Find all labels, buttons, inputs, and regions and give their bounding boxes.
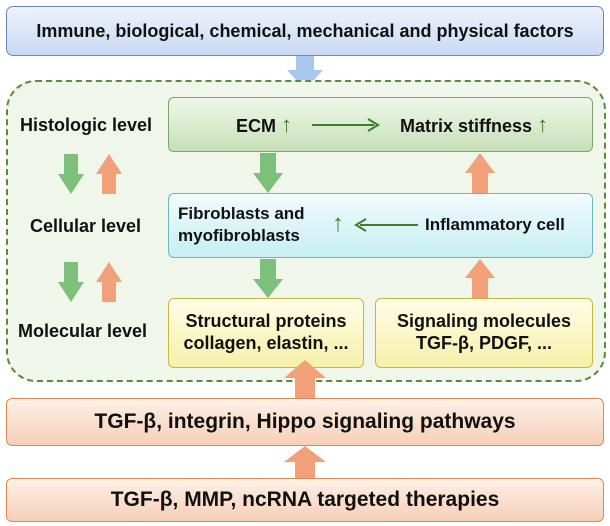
signaling-line2: TGF-β, PDGF, ... (416, 333, 552, 353)
left-down-arrow-icon-2 (58, 262, 84, 302)
ecm-text: ECM (236, 116, 276, 136)
ecm-up-arrow-icon: ↑ (281, 112, 293, 137)
structural-line2: collagen, elastin, ... (183, 333, 349, 353)
matrix-up-arrow-icon: ↑ (537, 112, 549, 137)
structural-line1: Structural proteins (185, 311, 347, 331)
matrix-text: Matrix stiffness (400, 116, 533, 136)
signaling-pathways-box: TGF-β, integrin, Hippo signaling pathway… (6, 398, 604, 446)
signaling-molecules-label: Signaling molecules TGF-β, PDGF, ... (375, 310, 593, 354)
ecm-label: ECM ↑ (236, 112, 292, 138)
fibroblasts-label: Fibroblasts and myofibroblasts (178, 203, 328, 247)
ecm-to-matrix-arrow-icon (312, 118, 380, 132)
factors-text: Immune, biological, chemical, mechanical… (36, 20, 574, 41)
fibroblasts-down-arrow-icon (253, 259, 283, 298)
signaling-molecules-box (375, 298, 593, 368)
histologic-level-label: Histologic level (20, 115, 153, 135)
inflammatory-to-fibroblasts-arrow-icon (354, 218, 418, 232)
therapies-box: TGF-β, MMP, ncRNA targeted therapies (6, 478, 604, 522)
structural-proteins-box (168, 298, 364, 368)
fibroblasts-line1: Fibroblasts and (178, 204, 305, 223)
matrix-label: Matrix stiffness ↑ (400, 112, 548, 138)
ecm-box (168, 97, 593, 152)
pathways-up-arrow-icon (284, 360, 326, 398)
signaling-line1: Signaling molecules (396, 311, 572, 331)
left-up-arrow-icon-2 (96, 262, 122, 302)
signaling-up-arrow-icon (465, 259, 495, 298)
molecular-level-label: Molecular level (18, 321, 148, 341)
therapies-up-arrow-icon (284, 446, 326, 478)
inflammatory-label: Inflammatory cell (425, 215, 565, 234)
therapies-text: TGF-β, MMP, ncRNA targeted therapies (110, 488, 500, 511)
fibroblasts-up-arrow-icon: ↑ (332, 210, 344, 237)
ecm-down-arrow-icon (253, 153, 283, 193)
matrix-up-arrow-icon-2 (465, 153, 495, 193)
factors-box: Immune, biological, chemical, mechanical… (6, 6, 604, 56)
blue-down-arrow-icon (287, 56, 323, 90)
signaling-pathways-text: TGF-β, integrin, Hippo signaling pathway… (94, 410, 516, 433)
fibroblasts-line2: myofibroblasts (178, 226, 300, 245)
cellular-level-label: Cellular level (30, 216, 142, 236)
left-up-arrow-icon (96, 154, 122, 194)
left-down-arrow-icon (58, 154, 84, 194)
structural-proteins-label: Structural proteins collagen, elastin, .… (168, 310, 364, 354)
